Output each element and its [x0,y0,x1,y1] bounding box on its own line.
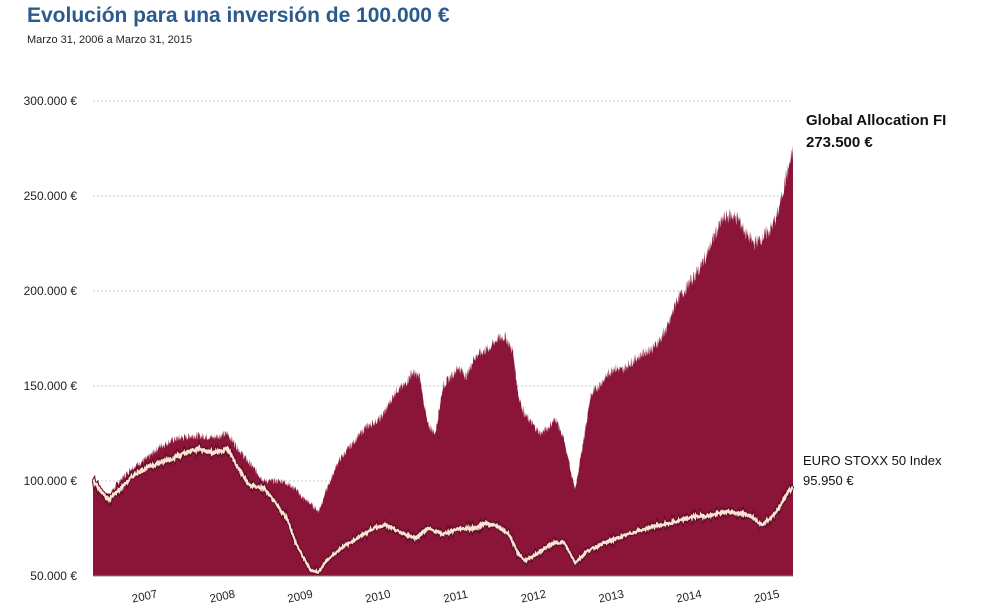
series-line [92,443,794,574]
y-axis-labels: 50.000 € 100.000 € 150.000 € 200.000 € 250.0… [24,94,78,583]
y-tick-label: 50.000 € [30,569,77,583]
x-tick-label: 2009 [287,589,315,606]
y-tick-label: 250.000 € [24,189,78,203]
x-tick-label: 2011 [442,589,469,606]
series-end-value-global-allocation: 273.500 € [806,134,873,151]
chart-title: Evolución para una inversión de 100.000 … [27,4,450,27]
x-tick-label: 2013 [598,589,626,606]
series-label-eurostoxx: EURO STOXX 50 Index [803,453,942,468]
series-label-global-allocation: Global Allocation FI [806,112,947,129]
x-tick-label: 2014 [675,588,703,605]
x-tick-label: 2008 [209,589,237,606]
y-tick-label: 100.000 € [24,474,78,488]
x-tick-label: 2007 [131,589,159,606]
series-line-eurostoxx [91,439,795,575]
x-tick-label: 2015 [753,589,781,606]
y-tick-label: 300.000 € [24,94,78,108]
x-tick-label: 2010 [364,589,392,606]
x-tick-label: 2012 [520,589,548,606]
y-tick-label: 200.000 € [24,284,78,298]
y-tick-label: 150.000 € [24,379,78,393]
x-axis-labels: 2007 2008 2009 2010 2011 2012 2013 2014 2015 [131,588,781,605]
chart-subtitle: Marzo 31, 2006 a Marzo 31, 2015 [27,34,193,46]
series-area-global-allocation [93,145,793,576]
series-end-value-eurostoxx: 95.950 € [803,473,854,488]
